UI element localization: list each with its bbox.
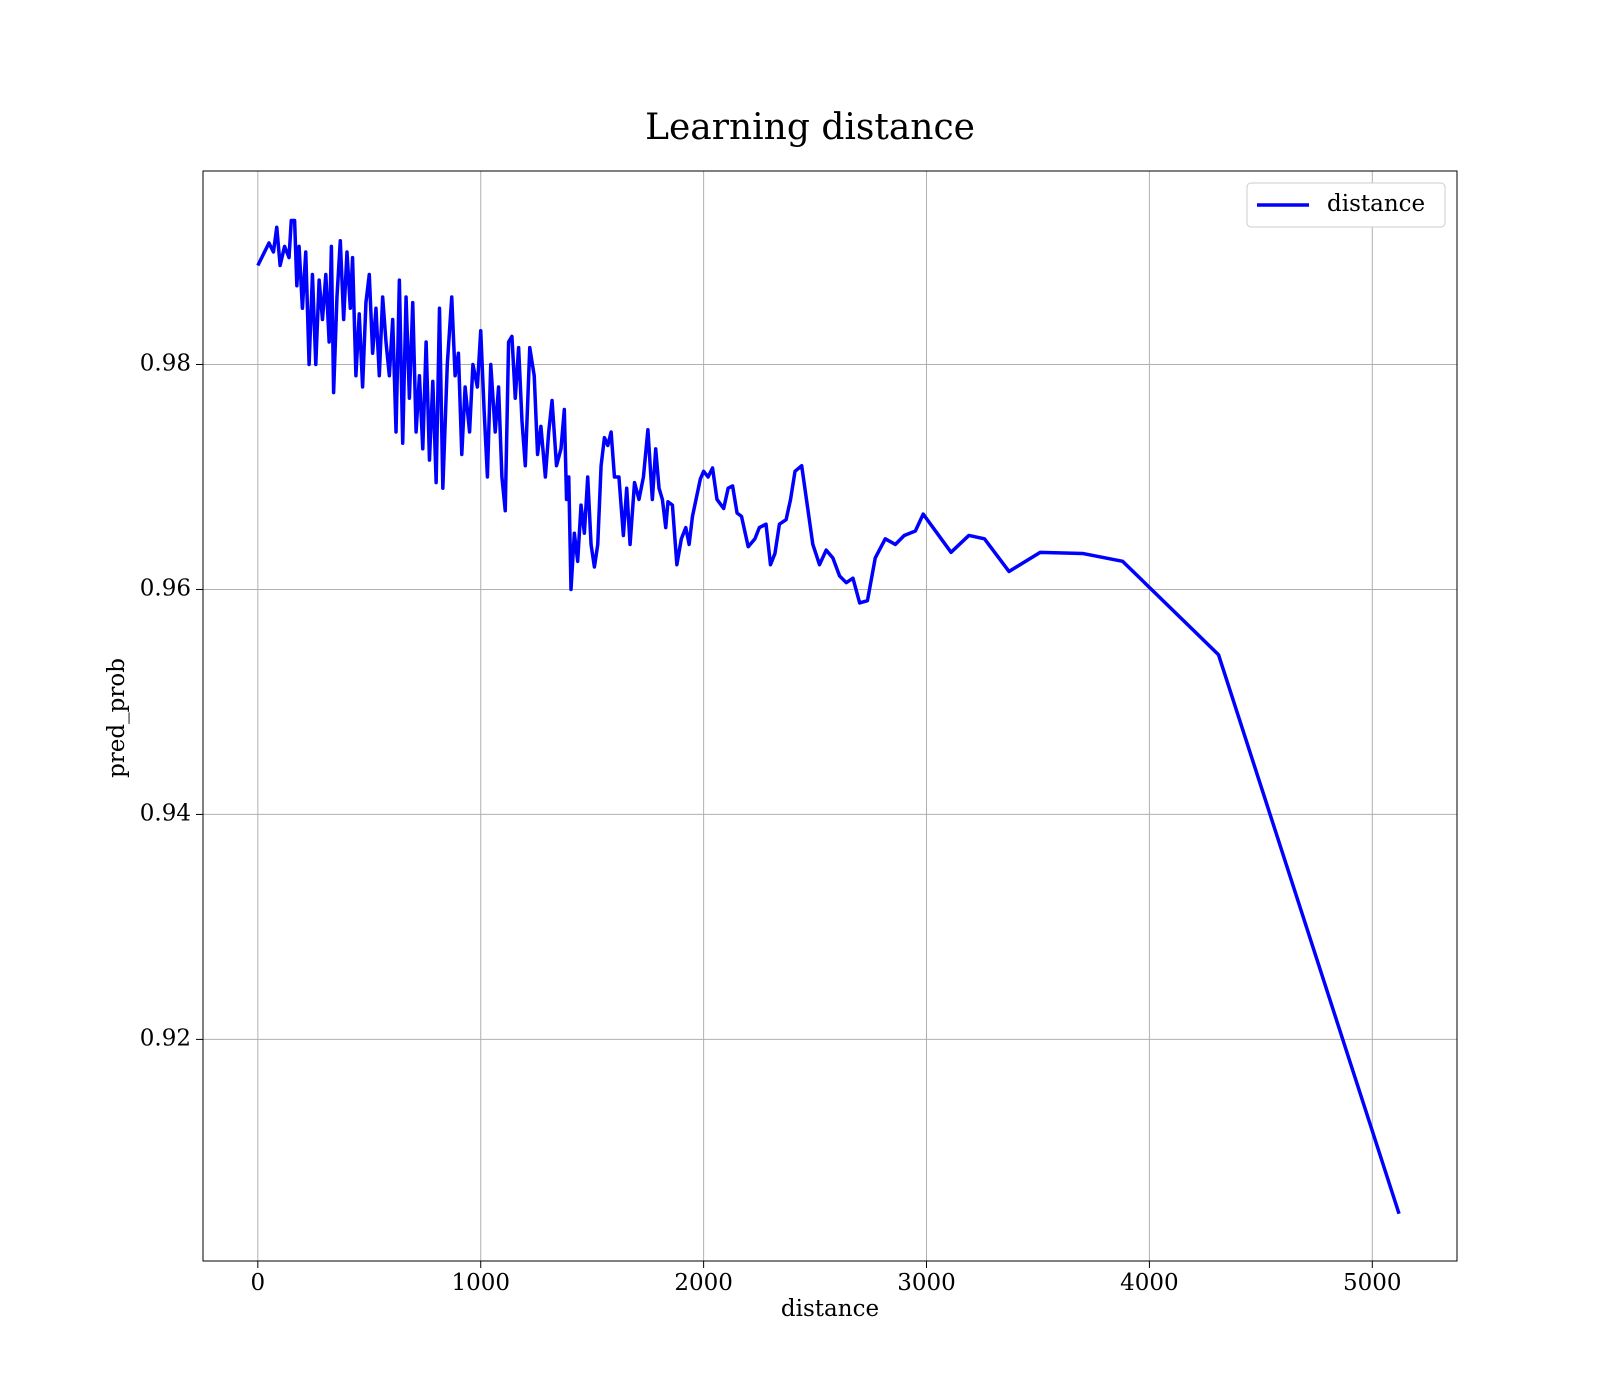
x-tick-label: 2000 xyxy=(674,1270,733,1296)
chart-title: Learning distance xyxy=(645,107,975,148)
line-series xyxy=(256,218,1401,1215)
y-tick-label: 0.92 xyxy=(140,1025,191,1051)
x-tick-label: 5000 xyxy=(1343,1270,1402,1296)
x-tick-label: 0 xyxy=(251,1270,266,1296)
x-tick-label: 1000 xyxy=(451,1270,510,1296)
y-tick-label: 0.94 xyxy=(140,800,191,826)
x-tick-label: 4000 xyxy=(1120,1270,1179,1296)
x-tick-label: 3000 xyxy=(897,1270,956,1296)
x-axis-label: distance xyxy=(781,1296,879,1322)
y-tick-label: 0.96 xyxy=(140,575,191,601)
legend-label: distance xyxy=(1327,191,1425,217)
plot-frame xyxy=(202,170,1458,1262)
y-tick-label: 0.98 xyxy=(140,350,191,376)
y-axis-label: pred_prob xyxy=(104,658,130,778)
legend-box xyxy=(1246,182,1446,228)
